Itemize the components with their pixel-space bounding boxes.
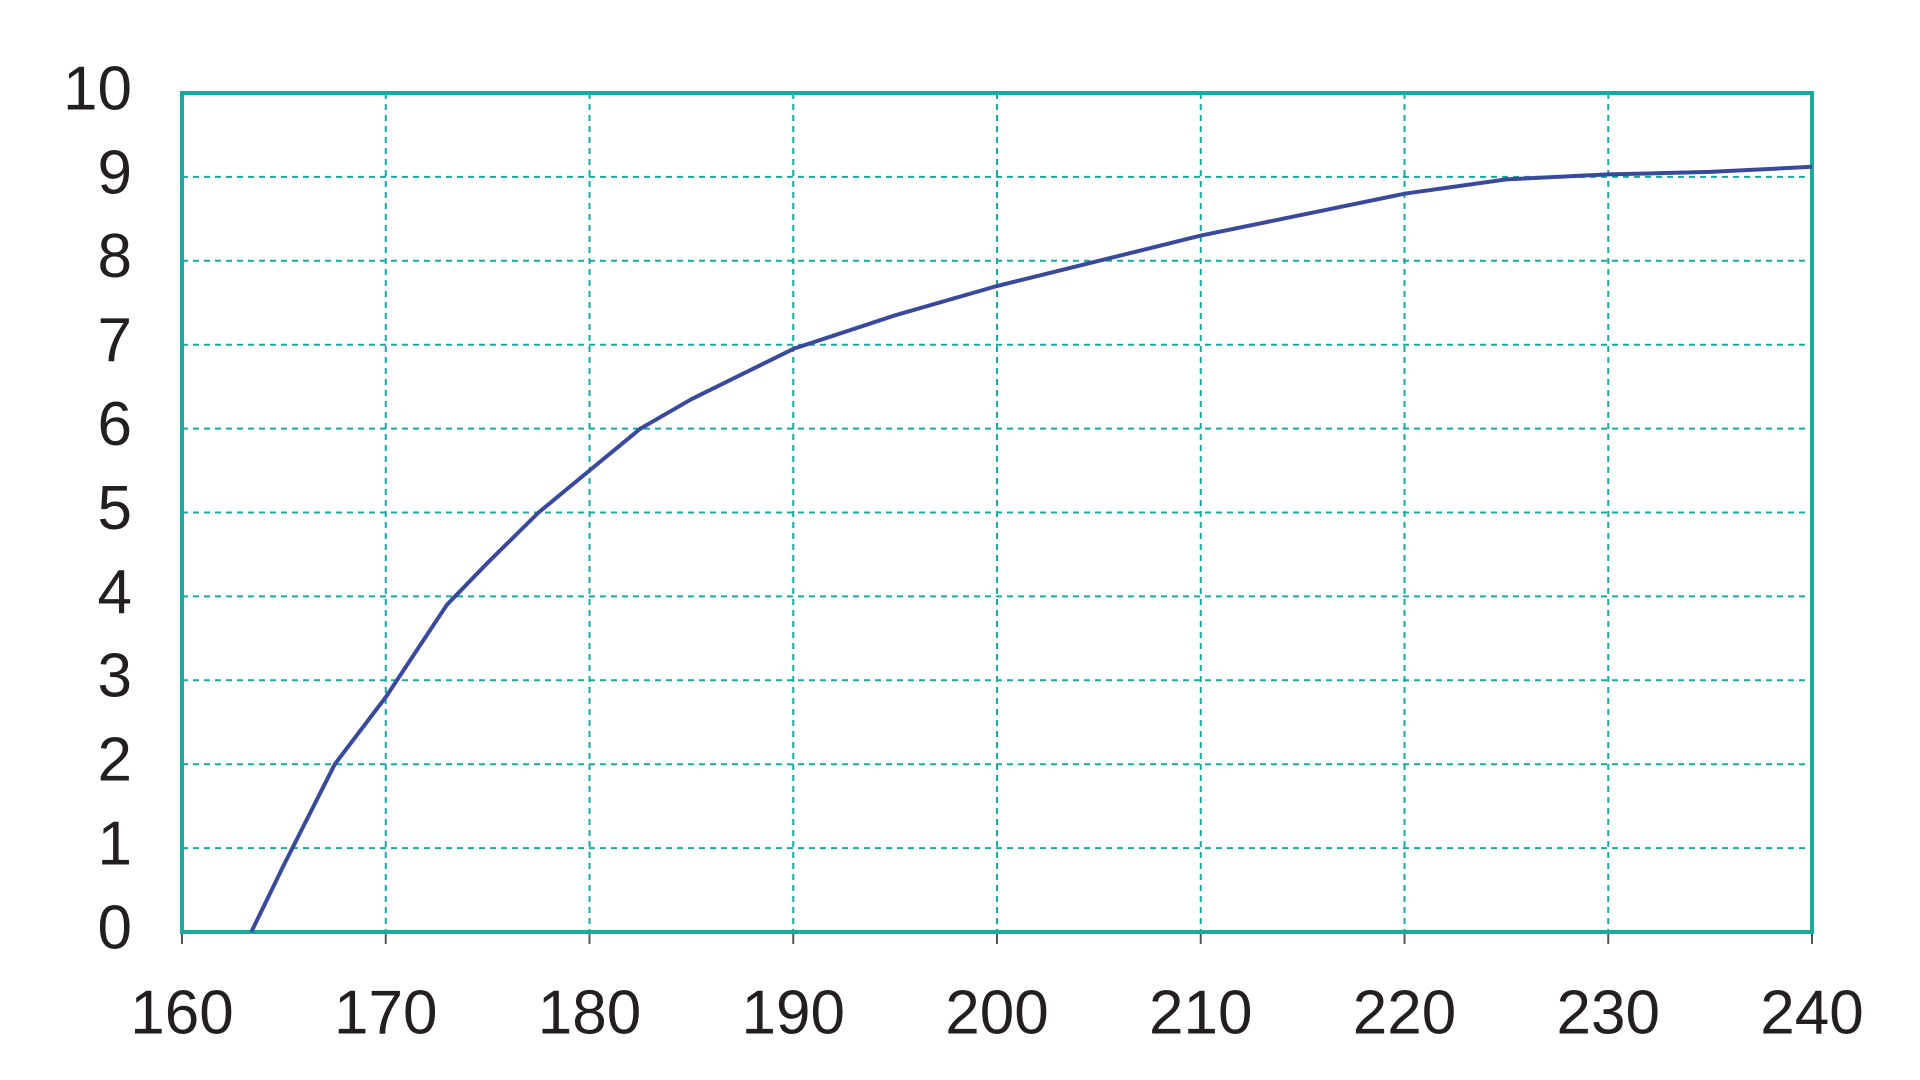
x-tick-label: 180 xyxy=(538,978,641,1047)
x-tick-label: 190 xyxy=(742,978,845,1047)
x-tick-label: 220 xyxy=(1353,978,1456,1047)
y-tick-label: 5 xyxy=(98,474,132,543)
x-tick-label: 240 xyxy=(1760,978,1863,1047)
y-tick-label: 7 xyxy=(98,306,132,375)
y-tick-label: 2 xyxy=(98,726,132,795)
x-tick-label: 160 xyxy=(130,978,233,1047)
y-tick-label: 9 xyxy=(98,138,132,207)
x-tick-label: 210 xyxy=(1149,978,1252,1047)
y-tick-label: 10 xyxy=(63,54,132,123)
x-tick-label: 170 xyxy=(334,978,437,1047)
x-tick-label: 200 xyxy=(945,978,1048,1047)
y-tick-label: 8 xyxy=(98,222,132,291)
y-tick-label: 4 xyxy=(98,558,132,627)
plot-frame xyxy=(180,91,1814,934)
y-tick-label: 1 xyxy=(98,809,132,878)
y-tick-label: 0 xyxy=(98,893,132,962)
y-tick-label: 3 xyxy=(98,642,132,711)
data-line xyxy=(249,164,1813,933)
x-tick-label: 230 xyxy=(1557,978,1660,1047)
y-tick-label: 6 xyxy=(98,390,132,459)
